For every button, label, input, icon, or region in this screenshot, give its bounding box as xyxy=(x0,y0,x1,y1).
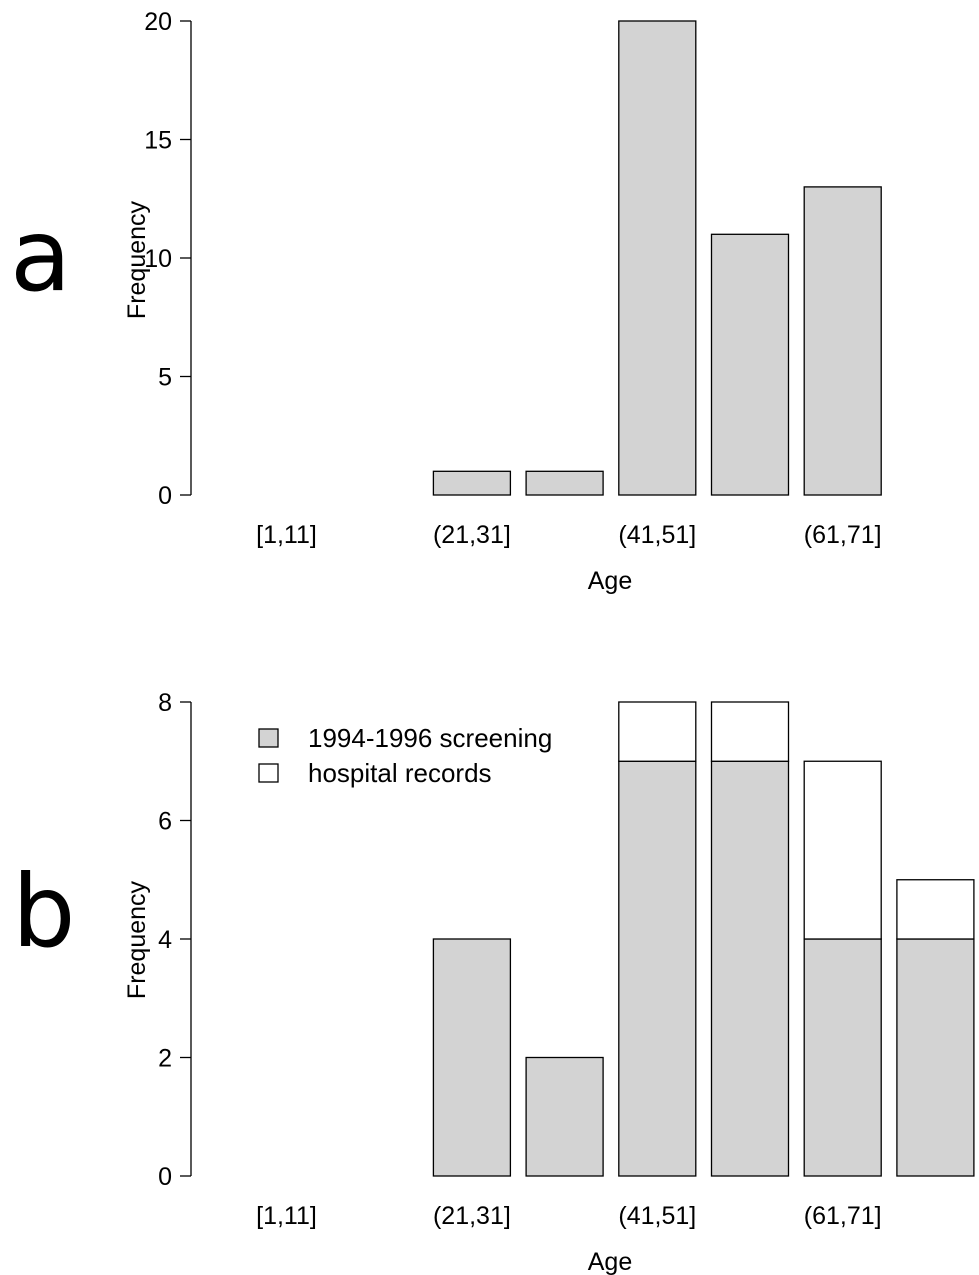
bar-primary-6 xyxy=(803,938,882,1177)
y-tick-label: 20 xyxy=(144,8,172,36)
legend-label-1: hospital records xyxy=(308,758,492,788)
x-axis-title: Age xyxy=(588,1248,632,1275)
x-tick-label: [1,11] xyxy=(256,521,317,549)
legend-swatch-0 xyxy=(258,728,279,748)
panel-letter-b: b xyxy=(12,853,76,970)
y-tick-label: 6 xyxy=(158,808,172,836)
y-axis-title: Frequency xyxy=(123,880,151,999)
bar-primary-2 xyxy=(432,470,512,496)
x-axis-title: Age xyxy=(588,567,632,595)
y-tick-label: 5 xyxy=(158,364,172,392)
x-tick-label: (41,51] xyxy=(618,1202,696,1230)
bar-primary-4 xyxy=(618,20,697,496)
bar-secondary-5 xyxy=(710,701,790,762)
bar-secondary-6 xyxy=(803,760,882,940)
y-tick-label: 0 xyxy=(158,482,172,510)
chart-panel-a: 0 5 10 15 20 [1,11] (21,31] (41,51] (61,71] Age Fr… xyxy=(123,8,882,595)
bar-primary-7 xyxy=(896,938,975,1177)
bar-primary-6 xyxy=(803,186,882,496)
bar-secondary-7 xyxy=(896,879,975,940)
y-tick-label: 10 xyxy=(144,245,172,273)
bar-primary-5 xyxy=(710,760,790,1177)
bar-primary-5 xyxy=(710,233,790,496)
legend-swatch-1 xyxy=(258,763,279,783)
bar-primary-3 xyxy=(525,1056,604,1177)
x-tick-label: (21,31] xyxy=(433,521,511,549)
bar-primary-4 xyxy=(618,760,697,1177)
panel-letter-a: a xyxy=(10,197,72,314)
y-tick-label: 15 xyxy=(144,127,172,155)
bar-secondary-4 xyxy=(618,701,697,762)
bar-primary-3 xyxy=(525,470,604,496)
y-tick-label: 0 xyxy=(158,1163,172,1191)
x-tick-label: [1,11] xyxy=(256,1202,317,1230)
y-tick-label: 2 xyxy=(158,1045,172,1073)
y-tick-label: 8 xyxy=(158,689,172,717)
y-tick-label: 4 xyxy=(158,926,172,954)
legend-label-0: 1994-1996 screening xyxy=(308,723,552,753)
bar-primary-2 xyxy=(432,938,512,1177)
x-tick-label: (61,71] xyxy=(804,1202,882,1230)
y-axis-title: Frequency xyxy=(123,200,151,319)
x-tick-label: (41,51] xyxy=(618,521,696,549)
x-tick-label: (61,71] xyxy=(804,521,882,549)
x-tick-label: (21,31] xyxy=(433,1202,511,1230)
